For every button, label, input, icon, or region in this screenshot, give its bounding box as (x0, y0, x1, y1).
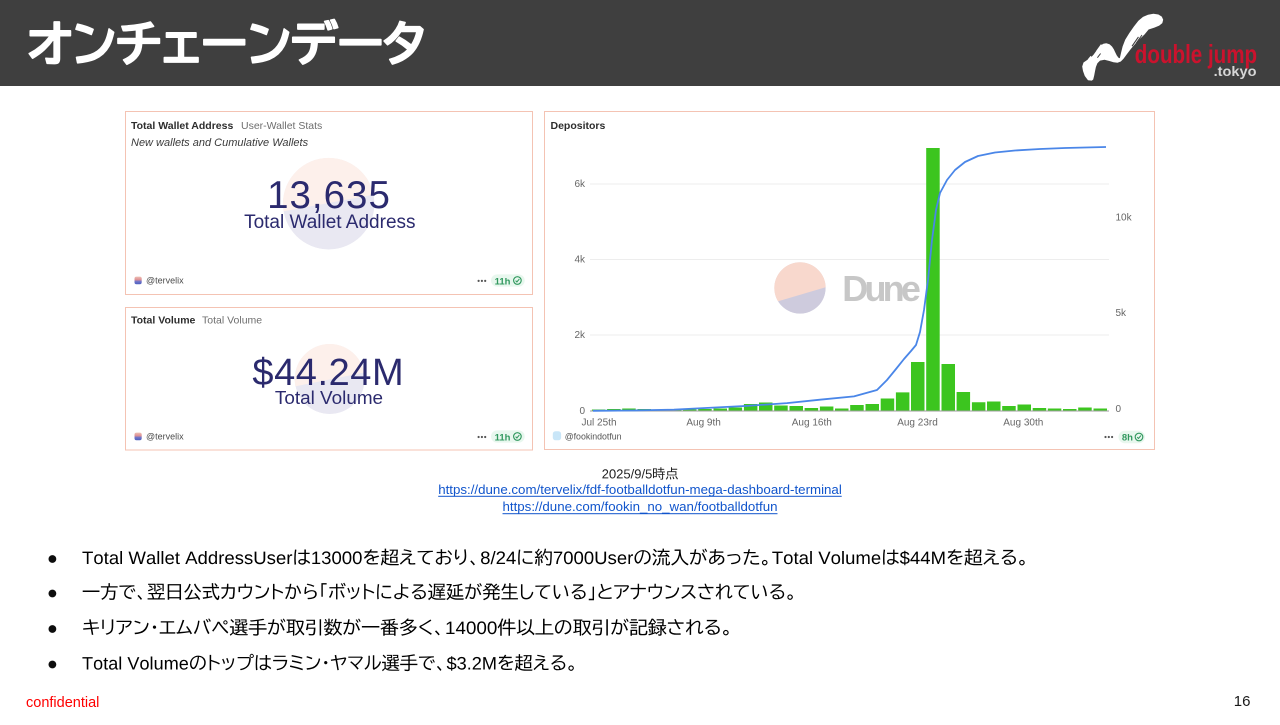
svg-text:.tokyo: .tokyo (1214, 64, 1257, 79)
svg-text:Total Volume: Total Volume (202, 315, 262, 327)
svg-text:8h: 8h (1122, 433, 1133, 444)
svg-text:confidential: confidential (26, 695, 99, 711)
svg-text:@tervelix: @tervelix (146, 432, 184, 442)
svg-text:Aug 9th: Aug 9th (686, 418, 720, 429)
svg-text:5k: 5k (1116, 308, 1128, 319)
svg-text:2k: 2k (574, 330, 586, 341)
svg-text:Total Volume: Total Volume (131, 315, 196, 327)
svg-text:0: 0 (579, 406, 585, 417)
svg-text:13,635: 13,635 (267, 174, 391, 217)
svg-text:Jul 25th: Jul 25th (581, 418, 616, 429)
svg-text:10k: 10k (1116, 213, 1133, 224)
svg-text:11h: 11h (495, 276, 511, 287)
svg-text:0: 0 (1116, 404, 1122, 415)
svg-text:6k: 6k (574, 179, 586, 190)
svg-text:https://dune.com/fookin_no_wan: https://dune.com/fookin_no_wan/footballd… (503, 499, 778, 514)
svg-text:Aug 16th: Aug 16th (792, 418, 832, 429)
svg-text:Total Wallet Address: Total Wallet Address (131, 120, 233, 132)
svg-text:16: 16 (1234, 693, 1251, 710)
svg-text:4k: 4k (574, 255, 586, 266)
svg-text:https://dune.com/tervelix/fdf-: https://dune.com/tervelix/fdf-footballdo… (438, 482, 842, 497)
svg-text:@fookindotfun: @fookindotfun (565, 431, 622, 441)
svg-text:New wallets and Cumulative Wal: New wallets and Cumulative Wallets (131, 137, 309, 149)
svg-text:User-Wallet Stats: User-Wallet Stats (241, 120, 322, 132)
svg-text:Aug 30th: Aug 30th (1003, 418, 1043, 429)
svg-text:$44.24M: $44.24M (252, 352, 404, 394)
svg-text:Aug 23rd: Aug 23rd (897, 418, 938, 429)
svg-text:Dune: Dune (842, 268, 920, 309)
svg-text:double jump: double jump (1135, 40, 1257, 69)
svg-text:Total Wallet Address: Total Wallet Address (244, 212, 415, 233)
svg-text:@tervelix: @tervelix (146, 276, 184, 286)
svg-text:Total Volume: Total Volume (275, 388, 383, 409)
svg-text:Depositors: Depositors (551, 120, 606, 132)
svg-text:11h: 11h (495, 432, 511, 443)
